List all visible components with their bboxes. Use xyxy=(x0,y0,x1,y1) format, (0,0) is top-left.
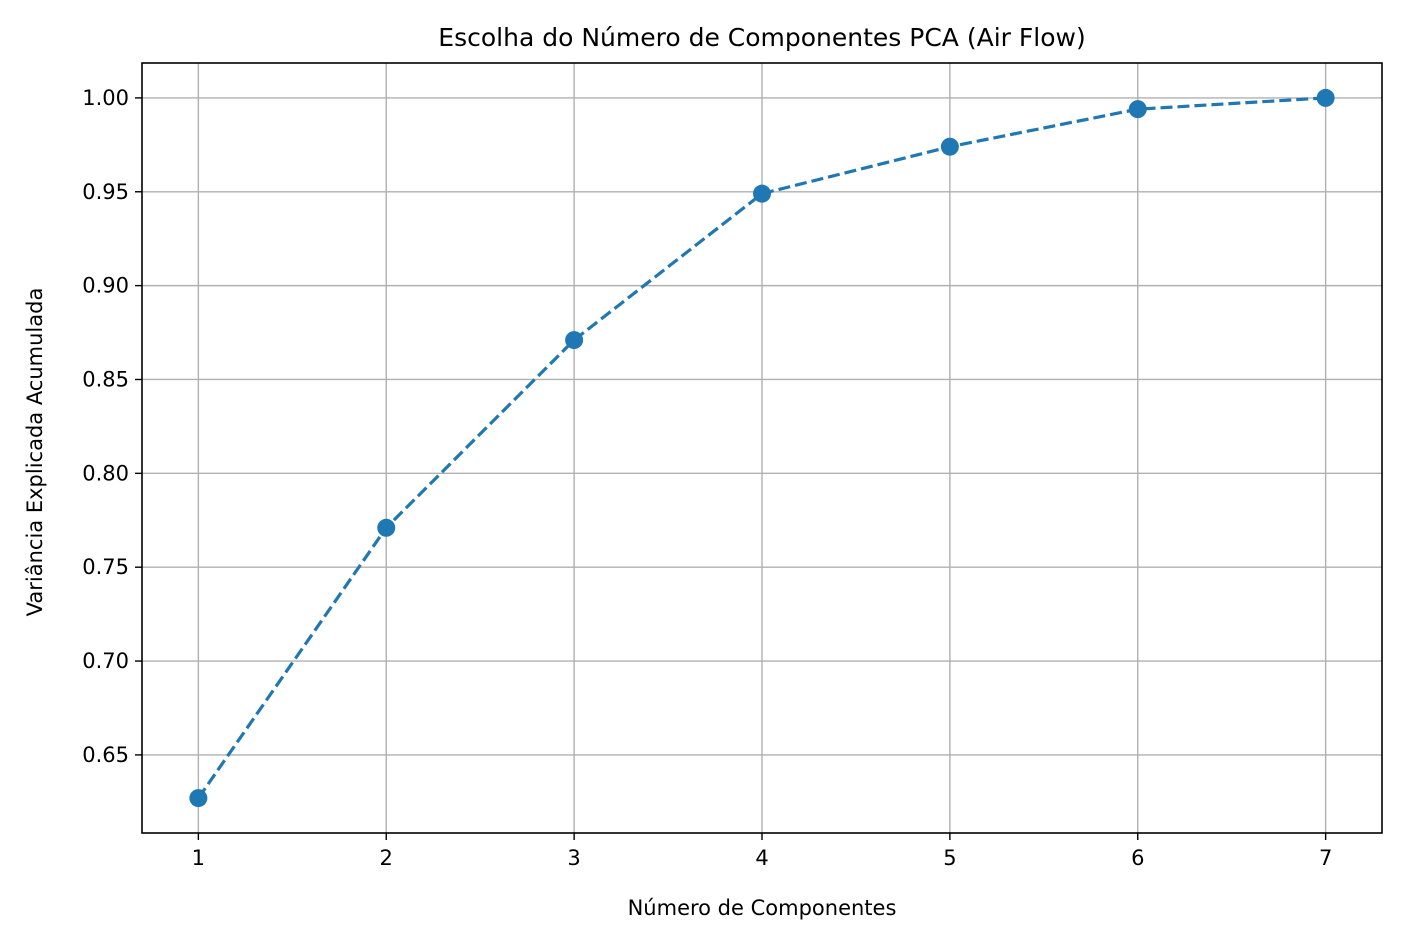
x-tick-label: 2 xyxy=(380,846,393,870)
y-tick-label: 0.85 xyxy=(82,367,129,391)
x-tick-label: 4 xyxy=(755,846,768,870)
y-tick-label: 0.95 xyxy=(82,180,129,204)
data-point xyxy=(189,789,208,808)
y-tick-label: 0.80 xyxy=(82,461,129,485)
x-tick-label: 3 xyxy=(567,846,580,870)
x-tick-label: 1 xyxy=(192,846,205,870)
data-point xyxy=(565,331,584,350)
x-tick-label: 5 xyxy=(943,846,956,870)
data-point xyxy=(1128,100,1147,119)
y-tick-label: 0.75 xyxy=(82,555,129,579)
series-layer xyxy=(189,88,1335,808)
grid xyxy=(142,63,1382,833)
x-axis-title: Número de Componentes xyxy=(628,896,897,920)
data-point xyxy=(1316,88,1335,107)
data-point xyxy=(753,184,771,203)
y-tick-label: 0.70 xyxy=(82,649,129,673)
x-tick-label: 6 xyxy=(1131,846,1144,870)
chart-title: Escolha do Número de Componentes PCA (Ai… xyxy=(438,23,1085,52)
data-point xyxy=(940,137,959,156)
data-point xyxy=(377,518,396,537)
x-tick-label: 7 xyxy=(1319,846,1332,870)
y-axis-title: Variância Explicada Acumulada xyxy=(23,288,47,617)
y-tick-label: 0.90 xyxy=(82,274,129,298)
y-tick-label: 1.00 xyxy=(82,86,129,110)
y-tick-label: 0.65 xyxy=(82,743,129,767)
ticks: 1 2 3 4 5 6 7 0.65 0.70 0.75 0.80 0.85 0.90 0.95 1.00 xyxy=(82,86,1332,870)
